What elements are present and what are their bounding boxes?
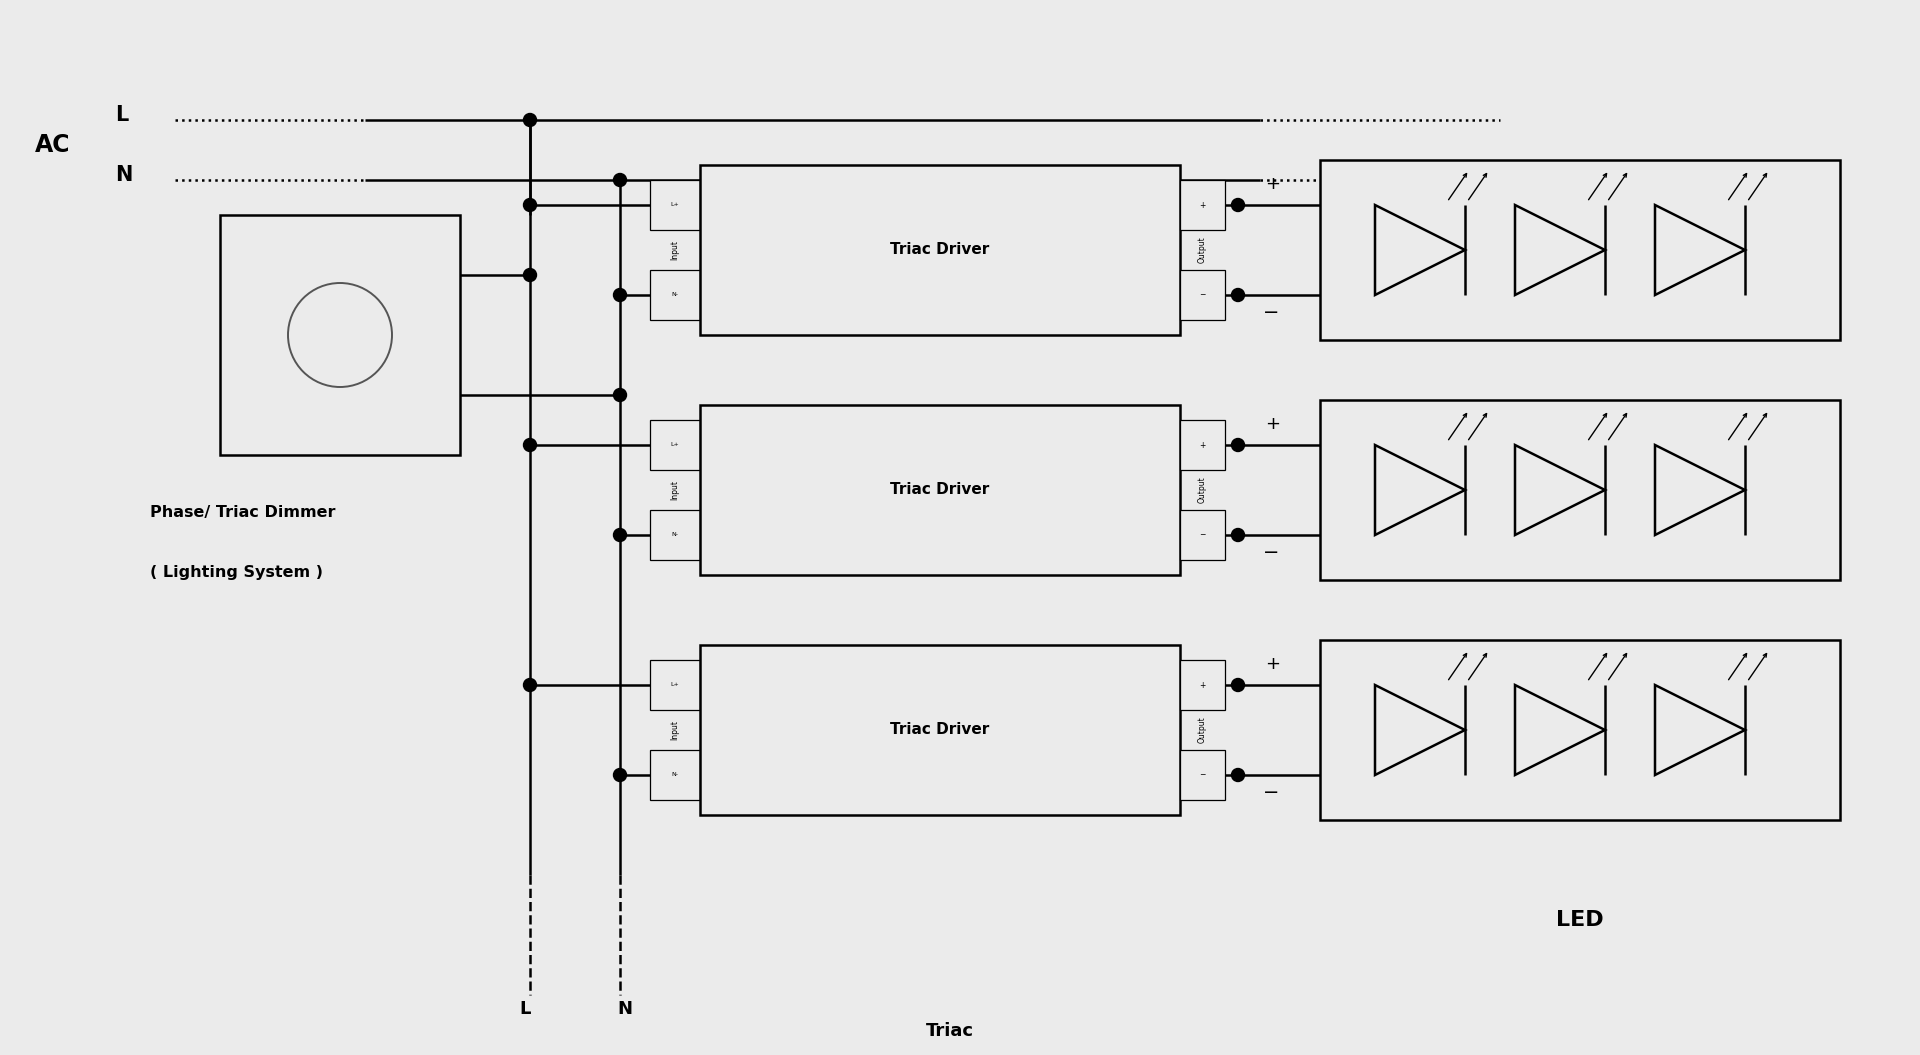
Text: Triac Driver: Triac Driver [891,243,989,257]
Text: L: L [115,106,129,124]
Text: −: − [1263,303,1279,322]
Text: −: − [1263,543,1279,562]
Text: −: − [1200,290,1206,300]
Text: +: + [1265,175,1281,193]
Circle shape [1231,439,1244,452]
Bar [1181,420,1225,469]
Bar [651,660,701,710]
Circle shape [1231,678,1244,691]
Bar [1321,400,1839,580]
Text: Output: Output [1198,716,1208,744]
Text: −: − [1200,531,1206,539]
Text: N: N [115,165,132,185]
Bar [1321,640,1839,820]
Text: Output: Output [1198,236,1208,264]
Text: −: − [1263,783,1279,802]
Text: +: + [1200,680,1206,690]
Bar [651,420,701,469]
Bar [1181,660,1225,710]
Text: +: + [1200,441,1206,449]
Text: Input: Input [670,239,680,260]
Text: Triac: Triac [925,1022,973,1040]
Circle shape [614,288,626,302]
Circle shape [614,388,626,402]
Circle shape [524,198,536,211]
Text: N: N [618,1000,632,1018]
Bar [651,750,701,800]
Text: Output: Output [1198,477,1208,503]
Text: +: + [1200,200,1206,210]
Circle shape [614,768,626,782]
Circle shape [524,269,536,282]
Bar [1321,160,1839,340]
Text: N-: N- [672,292,678,298]
Bar [651,510,701,560]
Text: L+: L+ [670,683,680,688]
Text: Input: Input [670,720,680,740]
Circle shape [524,678,536,691]
Text: +: + [1265,415,1281,433]
Text: L+: L+ [670,442,680,447]
Text: AC: AC [35,133,71,157]
Text: N-: N- [672,772,678,778]
Bar [1181,180,1225,230]
Bar [1181,510,1225,560]
Bar [1181,750,1225,800]
Text: Input: Input [670,480,680,500]
Circle shape [614,529,626,541]
Text: Phase/ Triac Dimmer: Phase/ Triac Dimmer [150,505,336,520]
Bar [221,215,461,455]
Bar [701,165,1181,335]
Text: Triac Driver: Triac Driver [891,723,989,737]
Bar [651,270,701,320]
Circle shape [288,283,392,387]
Text: L: L [518,1000,530,1018]
Circle shape [1231,529,1244,541]
Text: ( Lighting System ): ( Lighting System ) [150,565,323,580]
Bar [651,180,701,230]
Bar [701,645,1181,816]
Bar [1181,270,1225,320]
Text: N-: N- [672,533,678,537]
Text: LED: LED [1557,910,1603,931]
Text: −: − [1200,770,1206,780]
Bar [701,405,1181,575]
Text: +: + [1265,655,1281,673]
Text: L+: L+ [670,203,680,208]
Circle shape [524,114,536,127]
Text: Triac Driver: Triac Driver [891,482,989,498]
Circle shape [614,173,626,187]
Circle shape [1231,768,1244,782]
Circle shape [1231,198,1244,211]
Circle shape [524,439,536,452]
Circle shape [1231,288,1244,302]
